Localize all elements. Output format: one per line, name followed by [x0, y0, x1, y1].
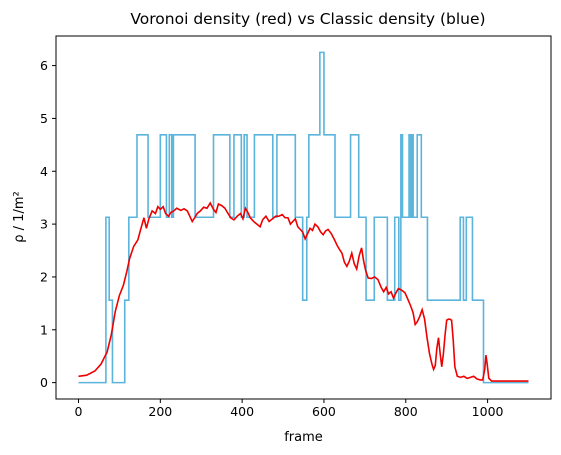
x-tick-label: 800	[394, 404, 418, 419]
y-tick-label: 1	[40, 322, 48, 337]
x-tick-label: 1000	[472, 404, 504, 419]
y-tick-label: 0	[40, 375, 48, 390]
y-tick-label: 5	[40, 111, 48, 126]
y-tick-label: 2	[40, 269, 48, 284]
x-tick-label: 0	[75, 404, 83, 419]
x-tick-label: 200	[148, 404, 172, 419]
y-tick-label: 4	[40, 164, 48, 179]
x-axis-label: frame	[284, 430, 323, 445]
series-line-1	[78, 51, 529, 384]
axis-ticks: 0 200 400 600 800 1000 0 1 2 3 4 5 6	[40, 58, 503, 419]
x-tick-label: 400	[230, 404, 254, 419]
y-tick-label: 3	[40, 217, 48, 232]
series-line-2	[78, 201, 529, 382]
chart-title: Voronoi density (red) vs Classic density…	[130, 10, 485, 28]
plot-frame	[55, 35, 552, 400]
y-tick-label: 6	[40, 58, 48, 73]
x-tick-label: 600	[312, 404, 336, 419]
y-axis-label: ρ / 1/m²	[12, 191, 27, 242]
plot-area	[55, 35, 552, 400]
